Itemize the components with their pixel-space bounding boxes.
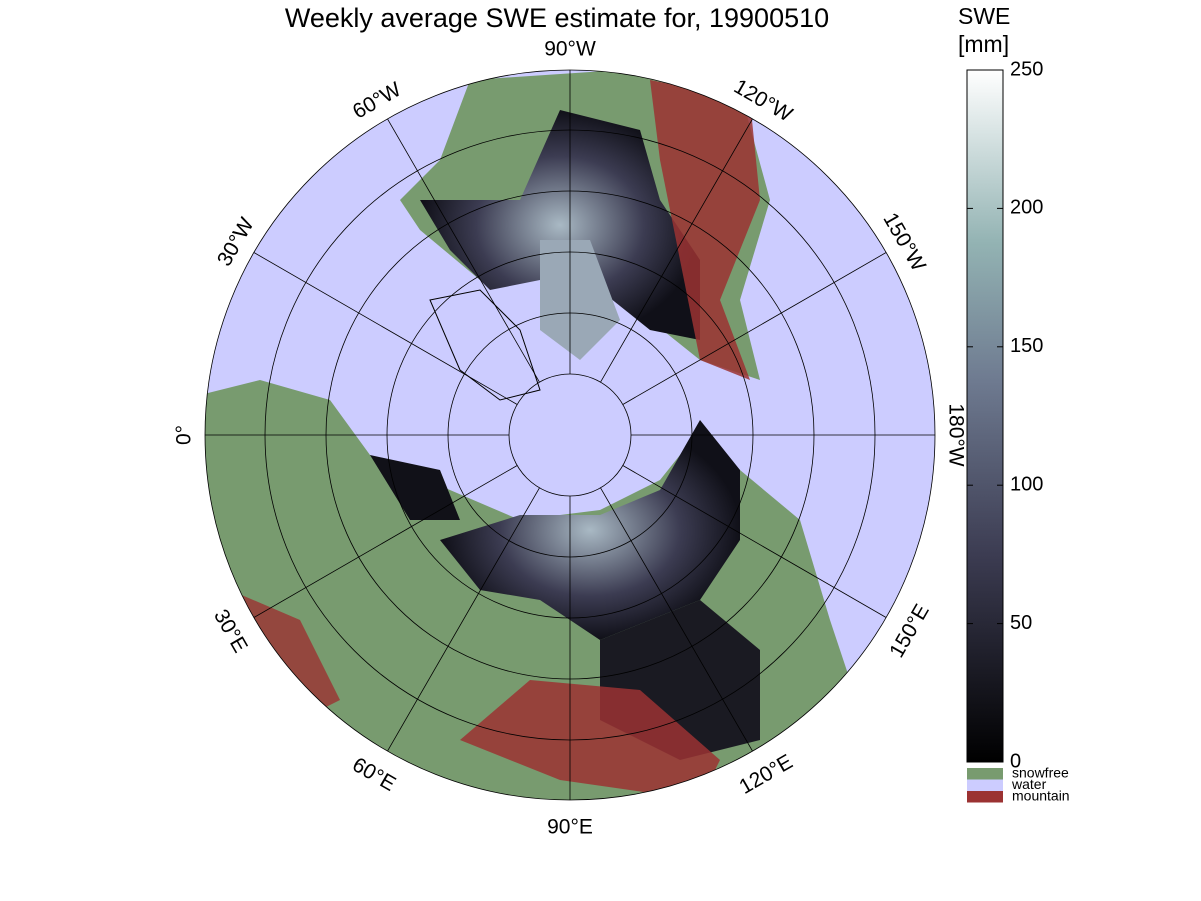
meridian — [622, 252, 887, 405]
meridian — [387, 487, 540, 752]
colorbar-tick-label: 150 — [1010, 335, 1043, 357]
meridian — [622, 465, 887, 618]
title: Weekly average SWE estimate for, 1990051… — [285, 3, 829, 33]
colorbar-tick-label: 100 — [1010, 473, 1043, 495]
colorbar-unit: [mm] — [958, 31, 1009, 57]
colorbar-title: SWE — [958, 3, 1010, 29]
snow-siberia — [440, 420, 740, 640]
mountain-europe — [230, 590, 340, 720]
meridian-label: 90°W — [544, 38, 596, 61]
meridian — [600, 118, 753, 383]
graticule — [204, 69, 936, 801]
greenland-outline — [429, 289, 541, 401]
colorbar-tick-label: 250 — [1010, 58, 1043, 80]
meridian — [253, 465, 518, 618]
mountain-asia — [460, 680, 720, 800]
colorbar-tick-label: 200 — [1010, 197, 1043, 219]
meridian-label: 180°W — [944, 403, 967, 466]
legend-label: snowfree — [1012, 765, 1069, 781]
map — [205, 70, 935, 800]
snow-scandinavia — [370, 455, 460, 520]
meridian-label: 120°E — [735, 750, 796, 799]
legend-label: water — [1011, 776, 1047, 792]
mountain-rockies — [650, 80, 760, 380]
meridian-label: 150°E — [885, 600, 934, 661]
colorbar-tick-label: 50 — [1010, 612, 1032, 634]
meridian-label: 30°E — [209, 605, 252, 656]
meridian-label: 0° — [173, 425, 196, 445]
snow-north-america — [420, 110, 700, 340]
meridian — [387, 118, 540, 383]
colorbar — [966, 69, 1004, 763]
meridian — [600, 487, 753, 752]
snow-arctic-islands — [540, 240, 620, 360]
legend-label: mountain — [1012, 788, 1070, 804]
meridian-label: 60°E — [348, 753, 399, 796]
legend-swatch — [967, 768, 1003, 780]
legend-swatch — [967, 791, 1003, 803]
colorbar-tick-label: 0 — [1010, 750, 1021, 772]
meridian — [253, 252, 518, 405]
meridian-label: 90°E — [547, 816, 593, 839]
legend-swatch — [967, 779, 1003, 791]
